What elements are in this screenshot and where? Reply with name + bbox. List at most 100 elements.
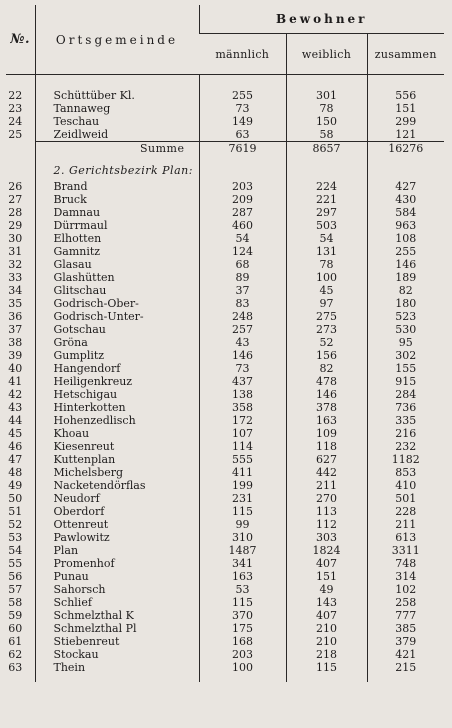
- row-number: 41: [8, 375, 23, 388]
- header-ortsgemeinde: Ortsgemeinde: [34, 5, 199, 75]
- zusammen-value: 189: [366, 271, 445, 284]
- maennlich-value: 54: [198, 232, 286, 245]
- row-number: 61: [8, 635, 23, 648]
- row-number: 50: [8, 492, 23, 505]
- zusammen-value: 777: [366, 609, 445, 622]
- summe-weiblich: 8657: [285, 141, 367, 156]
- ortsgemeinde-name: Kuttenplan: [34, 453, 199, 466]
- row-number: 30: [8, 232, 23, 245]
- row-number: 33: [8, 271, 23, 284]
- maennlich-value: 437: [198, 375, 286, 388]
- section-heading: 2. Gerichtsbezirk Plan:: [34, 162, 199, 180]
- weiblich-value: 49: [285, 583, 367, 596]
- table-row: 46 Kiesenreut 114 118 232: [6, 440, 445, 453]
- weiblich-value: 109: [285, 427, 367, 440]
- ortsgemeinde-name: Hinterkotten: [34, 401, 199, 414]
- maennlich-value: 115: [198, 596, 286, 609]
- zusammen-value: 427: [366, 180, 445, 193]
- maennlich-value: 209: [198, 193, 286, 206]
- ortsgemeinde-name: Nacketendörflas: [34, 479, 199, 492]
- weiblich-value: 627: [285, 453, 367, 466]
- weiblich-value: 442: [285, 466, 367, 479]
- maennlich-value: 83: [198, 297, 286, 310]
- weiblich-value: 378: [285, 401, 367, 414]
- ortsgemeinde-name: Khoau: [34, 427, 199, 440]
- table-row: 55 Promenhof 341 407 748: [6, 557, 445, 570]
- table-row: 30 Elhotten 54 54 108: [6, 232, 445, 245]
- ortsgemeinde-name: Tannaweg: [34, 102, 199, 115]
- row-number: 28: [8, 206, 23, 219]
- maennlich-value: 73: [198, 102, 286, 115]
- table-body: 22 Schüttüber Kl. 255 301 556 23 Tannaweg 73 78 1…: [6, 74, 445, 682]
- maennlich-value: 138: [198, 388, 286, 401]
- table-row: 45 Khoau 107 109 216: [6, 427, 445, 440]
- summe-maennlich: 7619: [198, 141, 286, 156]
- table-row: 54 Plan 1487 1824 3311: [6, 544, 445, 557]
- row-number: 24: [8, 115, 23, 128]
- ortsgemeinde-name: Damnau: [34, 206, 199, 219]
- table-header: №. Ortsgemeinde Bewohner männlich weibli…: [6, 5, 445, 75]
- header-bewohner: Bewohner: [198, 5, 445, 34]
- row-number: 57: [8, 583, 23, 596]
- maennlich-value: 231: [198, 492, 286, 505]
- weiblich-value: 210: [285, 622, 367, 635]
- weiblich-value: 146: [285, 388, 367, 401]
- weiblich-value: 112: [285, 518, 367, 531]
- zusammen-value: 232: [366, 440, 445, 453]
- zusammen-value: 421: [366, 648, 445, 661]
- row-number: 26: [8, 180, 23, 193]
- maennlich-value: 175: [198, 622, 286, 635]
- zusammen-value: 258: [366, 596, 445, 609]
- maennlich-value: 163: [198, 570, 286, 583]
- ortsgemeinde-name: Oberdorf: [34, 505, 199, 518]
- zusammen-value: 121: [366, 128, 445, 142]
- table-row: 33 Glashütten 89 100 189: [6, 271, 445, 284]
- row-number: 63: [8, 661, 23, 674]
- zusammen-value: 853: [366, 466, 445, 479]
- maennlich-value: 114: [198, 440, 286, 453]
- maennlich-value: 358: [198, 401, 286, 414]
- row-number: 36: [8, 310, 23, 323]
- maennlich-value: 310: [198, 531, 286, 544]
- ortsgemeinde-name: Schüttüber Kl.: [34, 89, 199, 102]
- table-row: 42 Hetschigau 138 146 284: [6, 388, 445, 401]
- zusammen-value: 379: [366, 635, 445, 648]
- zusammen-value: 211: [366, 518, 445, 531]
- row-number: 59: [8, 609, 23, 622]
- maennlich-value: 287: [198, 206, 286, 219]
- weiblich-value: 82: [285, 362, 367, 375]
- table-row: 26 Brand 203 224 427: [6, 180, 445, 193]
- zusammen-value: 95: [366, 336, 445, 349]
- table-row: 60 Schmelzthal Pl 175 210 385: [6, 622, 445, 635]
- table-row: 53 Pawlowitz 310 303 613: [6, 531, 445, 544]
- ortsgemeinde-name: Glasau: [34, 258, 199, 271]
- weiblich-value: 118: [285, 440, 367, 453]
- maennlich-value: 53: [198, 583, 286, 596]
- maennlich-value: 146: [198, 349, 286, 362]
- table-row: 40 Hangendorf 73 82 155: [6, 362, 445, 375]
- section-heading-row: 2. Gerichtsbezirk Plan:: [6, 162, 445, 180]
- zusammen-value: 523: [366, 310, 445, 323]
- row-number: 37: [8, 323, 23, 336]
- table-row: 58 Schlief 115 143 258: [6, 596, 445, 609]
- header-weiblich: weiblich: [285, 33, 367, 75]
- row-number: 38: [8, 336, 23, 349]
- maennlich-value: 68: [198, 258, 286, 271]
- weiblich-value: 78: [285, 258, 367, 271]
- weiblich-value: 45: [285, 284, 367, 297]
- maennlich-value: 411: [198, 466, 286, 479]
- ortsgemeinde-name: Pawlowitz: [34, 531, 199, 544]
- weiblich-value: 52: [285, 336, 367, 349]
- table-row: 36 Godrisch-Unter- 248 275 523: [6, 310, 445, 323]
- maennlich-value: 199: [198, 479, 286, 492]
- zusammen-value: 530: [366, 323, 445, 336]
- zusammen-value: 736: [366, 401, 445, 414]
- ortsgemeinde-name: Gröna: [34, 336, 199, 349]
- weiblich-value: 303: [285, 531, 367, 544]
- ortsgemeinde-name: Neudorf: [34, 492, 199, 505]
- table-row: 24 Teschau 149 150 299: [6, 115, 445, 128]
- table-row: 28 Damnau 287 297 584: [6, 206, 445, 219]
- maennlich-value: 1487: [198, 544, 286, 557]
- zusammen-value: 3311: [366, 544, 445, 557]
- maennlich-value: 460: [198, 219, 286, 232]
